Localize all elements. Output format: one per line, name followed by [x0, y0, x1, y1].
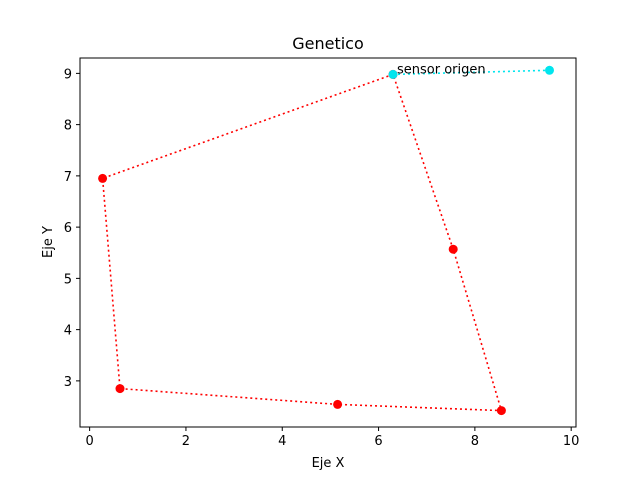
y-axis-label: Eje Y: [41, 226, 56, 258]
x-tick-label-3: 6: [374, 434, 382, 449]
annotation-0: sensor origen: [397, 62, 486, 77]
axes-frame: [79, 57, 577, 428]
series-0-point-4: [496, 406, 506, 416]
series-1-line: [392, 69, 550, 76]
y-tick-label-4: 7: [64, 170, 72, 185]
series-1-point-1: [545, 65, 554, 75]
x-tick-label-1: 2: [182, 434, 190, 449]
series-0-point-5: [448, 244, 458, 254]
y-tick-label-3: 6: [64, 221, 72, 236]
x-axis-label: Eje X: [312, 456, 345, 471]
y-tick-label-5: 8: [64, 119, 72, 134]
y-tick-label-6: 9: [64, 67, 72, 82]
series-1-point-0: [388, 69, 398, 79]
series-0-point-2: [115, 384, 125, 394]
plot-area: sensor origen 0 2 4 6 8 10 3 4 5 6 7 8 9: [64, 57, 580, 449]
y-tick-label-1: 4: [64, 324, 72, 339]
y-tick-label-2: 5: [64, 272, 72, 287]
chart-title: Genetico: [292, 34, 364, 53]
series-0-point-1: [98, 173, 108, 183]
series-0-point-3: [333, 399, 343, 409]
x-tick-label-0: 0: [85, 434, 93, 449]
x-tick-label-2: 4: [278, 434, 286, 449]
y-tick-label-0: 3: [64, 375, 72, 390]
x-tick-label-5: 10: [563, 434, 580, 449]
x-tick-label-4: 8: [471, 434, 479, 449]
